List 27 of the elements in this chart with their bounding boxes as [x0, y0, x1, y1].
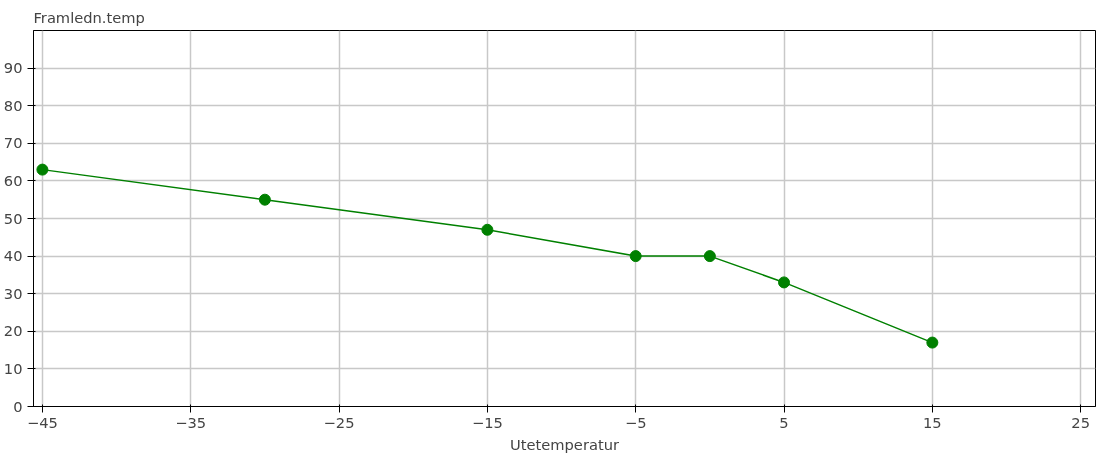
y-tick-label: 30	[3, 284, 23, 302]
x-tick-label: 25	[1071, 413, 1090, 431]
y-tick-label: 60	[3, 171, 23, 189]
x-tick-label: −5	[624, 413, 647, 431]
y-tick-label: 80	[3, 96, 23, 114]
point	[629, 250, 642, 263]
point	[703, 250, 716, 263]
point	[36, 163, 49, 176]
point	[258, 193, 271, 206]
x-tick-label: −25	[323, 413, 355, 431]
y-tick-label: 0	[13, 397, 23, 415]
x-tick-label: −35	[175, 413, 207, 431]
x-tick-label: 15	[923, 413, 942, 431]
y-tick-label: 10	[3, 359, 23, 377]
y-tick-label: 90	[3, 59, 23, 77]
x-tick-label: 5	[779, 413, 789, 431]
point	[481, 223, 494, 236]
x-tick-label: −45	[26, 413, 58, 431]
y-tick-label: 50	[3, 209, 23, 227]
point	[778, 276, 791, 289]
x-tick-label: −15	[471, 413, 503, 431]
y-axis-title: Framledn.temp	[33, 8, 145, 26]
x-axis-title: Utetemperatur	[510, 435, 620, 453]
y-tick-label: 40	[3, 247, 23, 265]
point	[926, 336, 939, 349]
y-tick-label: 20	[3, 322, 23, 340]
y-tick-label: 70	[3, 134, 23, 152]
